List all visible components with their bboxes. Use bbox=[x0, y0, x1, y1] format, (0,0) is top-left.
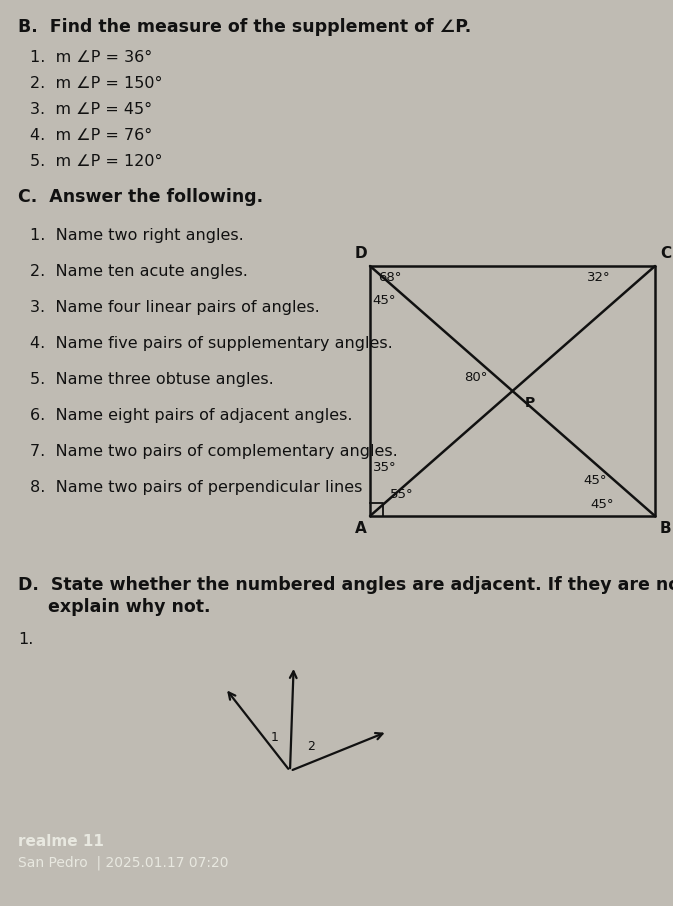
Text: San Pedro  | 2025.01.17 07:20: San Pedro | 2025.01.17 07:20 bbox=[18, 856, 229, 871]
Text: 55°: 55° bbox=[390, 488, 414, 501]
Text: 4.  Name five pairs of supplementary angles.: 4. Name five pairs of supplementary angl… bbox=[30, 336, 393, 351]
Text: C: C bbox=[660, 246, 671, 261]
Text: D: D bbox=[355, 246, 367, 261]
Text: D.  State whether the numbered angles are adjacent. If they are not adjacent,: D. State whether the numbered angles are… bbox=[18, 576, 673, 594]
Text: 2.  m ∠P = 150°: 2. m ∠P = 150° bbox=[30, 76, 162, 91]
Text: 45°: 45° bbox=[372, 294, 396, 307]
Text: C.  Answer the following.: C. Answer the following. bbox=[18, 188, 263, 206]
Text: 2.  Name ten acute angles.: 2. Name ten acute angles. bbox=[30, 264, 248, 279]
Text: 3.  Name four linear pairs of angles.: 3. Name four linear pairs of angles. bbox=[30, 300, 320, 315]
Text: 45°: 45° bbox=[583, 474, 606, 487]
Text: 1.  m ∠P = 36°: 1. m ∠P = 36° bbox=[30, 50, 152, 65]
Text: 35°: 35° bbox=[373, 461, 396, 474]
Text: A: A bbox=[355, 521, 367, 536]
Text: P: P bbox=[524, 396, 535, 410]
Text: realme 11: realme 11 bbox=[18, 834, 104, 849]
Text: 5.  m ∠P = 120°: 5. m ∠P = 120° bbox=[30, 154, 162, 169]
Text: 1.: 1. bbox=[18, 632, 34, 647]
Text: 6.  Name eight pairs of adjacent angles.: 6. Name eight pairs of adjacent angles. bbox=[30, 408, 353, 423]
Text: B: B bbox=[660, 521, 672, 536]
Text: 5.  Name three obtuse angles.: 5. Name three obtuse angles. bbox=[30, 372, 274, 387]
Text: 1.  Name two right angles.: 1. Name two right angles. bbox=[30, 228, 244, 243]
Text: 1: 1 bbox=[271, 731, 278, 744]
Text: 7.  Name two pairs of complementary angles.: 7. Name two pairs of complementary angle… bbox=[30, 444, 398, 459]
Text: 68°: 68° bbox=[378, 271, 401, 284]
Text: 8.  Name two pairs of perpendicular lines: 8. Name two pairs of perpendicular lines bbox=[30, 480, 362, 495]
Text: 45°: 45° bbox=[590, 498, 614, 511]
Text: 2: 2 bbox=[308, 740, 315, 753]
Text: 4.  m ∠P = 76°: 4. m ∠P = 76° bbox=[30, 128, 152, 143]
Text: 32°: 32° bbox=[587, 271, 610, 284]
Text: explain why not.: explain why not. bbox=[18, 598, 211, 616]
Text: 80°: 80° bbox=[464, 371, 488, 384]
Text: B.  Find the measure of the supplement of ∠P.: B. Find the measure of the supplement of… bbox=[18, 18, 471, 36]
Text: 3.  m ∠P = 45°: 3. m ∠P = 45° bbox=[30, 102, 152, 117]
